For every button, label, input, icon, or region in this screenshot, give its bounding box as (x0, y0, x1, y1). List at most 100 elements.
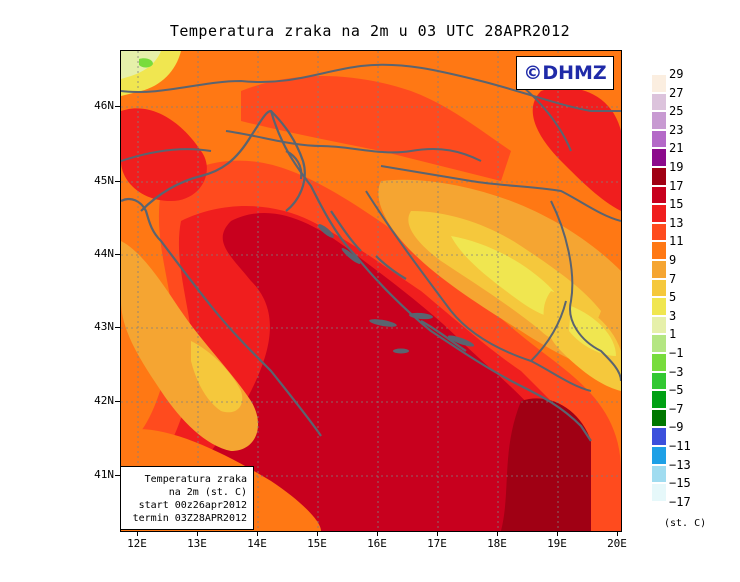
legend-swatch (651, 483, 667, 502)
info-line-variable: Temperatura zraka (144, 474, 247, 485)
legend-level-label: 17 (669, 178, 684, 193)
legend-level-label: −1 (669, 346, 684, 360)
lon-tick (437, 531, 438, 536)
lat-label: 44N (94, 247, 114, 260)
legend-swatch (651, 464, 667, 484)
lon-label: 15E (307, 537, 327, 550)
field-ne-15 (532, 87, 621, 211)
lon-tick (317, 531, 318, 536)
info-box: Temperatura zraka na 2m (st. C) start 00… (120, 466, 254, 530)
legend-level-label: 3 (669, 308, 677, 323)
legend-swatch (651, 371, 667, 391)
lat-label: 43N (94, 320, 114, 333)
map-title: Temperatura zraka na 2m u 03 UTC 28APR20… (169, 22, 571, 40)
lon-label: 18E (487, 537, 507, 550)
info-line-level: na 2m (st. C) (168, 487, 247, 498)
legend-unit: (st. C) (664, 518, 707, 529)
field-cool-5 (451, 236, 562, 317)
field-19-21 (501, 398, 591, 531)
lat-tick (115, 327, 120, 328)
legend-level-label: 5 (669, 290, 677, 305)
lat-tick (115, 181, 120, 182)
legend-swatch (651, 260, 667, 279)
field-alps-1 (139, 58, 153, 68)
lon-tick (377, 531, 378, 536)
legend-level-label: −11 (669, 439, 691, 453)
grid-lines (121, 51, 621, 531)
lon-label: 20E (607, 537, 627, 550)
legend-level-label: −17 (669, 494, 691, 509)
lat-label: 42N (94, 394, 114, 407)
legend-swatch (651, 129, 667, 149)
legend-level-label: 27 (669, 85, 684, 100)
legend-level-label: 25 (669, 104, 684, 119)
legend-level-label: 7 (669, 271, 677, 286)
field-nw-15 (121, 108, 207, 201)
map-canvas (121, 51, 621, 531)
islands (318, 224, 475, 354)
lon-label: 13E (187, 537, 207, 550)
legend-swatch (651, 446, 667, 465)
legend-level-label: 19 (669, 160, 684, 174)
lon-label: 14E (247, 537, 267, 550)
field-north-13 (241, 76, 511, 181)
lon-label: 12E (127, 537, 147, 550)
lat-label: 41N (94, 468, 114, 481)
country-borders (121, 63, 621, 392)
coastlines (121, 109, 592, 442)
lat-label: 45N (94, 174, 114, 187)
legend-swatch (651, 222, 667, 242)
lat-label: 46N (94, 99, 114, 112)
legend-swatch (651, 204, 667, 223)
lon-label: 17E (427, 537, 447, 550)
legend-level-label: −13 (669, 457, 691, 472)
lat-tick (115, 254, 120, 255)
legend-level-label: −3 (669, 364, 684, 379)
field-17-19 (181, 212, 561, 531)
lon-tick (137, 531, 138, 536)
legend-swatch (651, 390, 667, 409)
legend-swatch (651, 353, 667, 372)
legend-level-label: 13 (669, 215, 684, 230)
legend-level-label: 15 (669, 197, 684, 212)
lon-tick (197, 531, 198, 536)
legend-swatch (651, 408, 667, 428)
lon-tick (497, 531, 498, 536)
legend-level-label: −15 (669, 476, 691, 491)
lat-tick (115, 475, 120, 476)
legend-swatch (651, 167, 667, 186)
legend-swatch (651, 92, 667, 112)
temperature-map (120, 50, 622, 532)
legend-swatch (651, 334, 667, 353)
lat-tick (115, 106, 120, 107)
legend-level-label: 29 (669, 67, 684, 81)
legend-level-label: 23 (669, 122, 684, 137)
info-line-termin: termin 03Z28APR2012 (132, 513, 247, 524)
lon-tick (257, 531, 258, 536)
legend-level-label: −9 (669, 420, 684, 435)
legend-swatch (651, 278, 667, 298)
lat-tick (115, 401, 120, 402)
lon-tick (557, 531, 558, 536)
legend-swatch (651, 185, 667, 205)
legend-level-label: 21 (669, 141, 684, 156)
lon-label: 16E (367, 537, 387, 550)
legend-swatch (651, 427, 667, 446)
legend-swatch (651, 148, 667, 167)
legend-swatch (651, 297, 667, 316)
legend-swatch (651, 501, 667, 521)
legend-level-label: 11 (669, 234, 684, 249)
legend-swatch (651, 111, 667, 130)
legend-level-label: −5 (669, 383, 684, 398)
lon-label: 19E (547, 537, 567, 550)
legend-level-label: −7 (669, 401, 684, 416)
info-line-start: start 00z26apr2012 (138, 500, 247, 511)
legend-swatch (651, 74, 667, 93)
field-italy-7 (191, 341, 243, 413)
legend-level-label: 9 (669, 253, 677, 267)
lon-tick (617, 531, 618, 536)
dhmz-logo: ©DHMZ (516, 56, 614, 90)
legend-swatch (651, 315, 667, 335)
field-cool-se-5 (569, 306, 616, 356)
legend-swatch (651, 241, 667, 260)
